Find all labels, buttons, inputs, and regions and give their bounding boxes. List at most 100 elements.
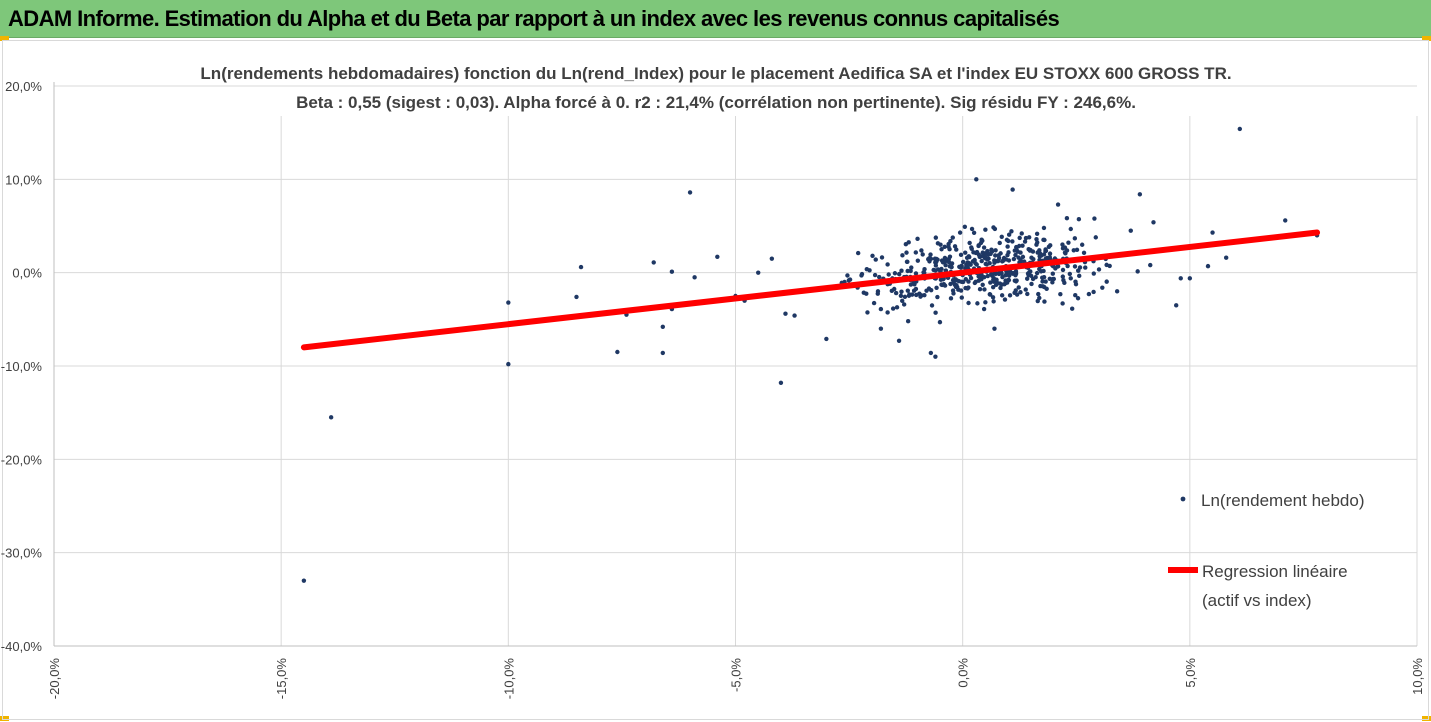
data-point	[905, 288, 911, 293]
data-point	[959, 279, 964, 284]
y-tick-label: 20,0%	[5, 79, 42, 94]
data-point	[1050, 271, 1056, 276]
data-point	[981, 274, 987, 280]
data-point	[911, 288, 917, 293]
data-point	[1096, 267, 1102, 272]
data-point	[1035, 298, 1040, 304]
data-point	[692, 275, 697, 280]
data-point	[1237, 126, 1243, 132]
x-tick-label: -10,0%	[501, 658, 516, 700]
data-point	[1017, 235, 1022, 241]
data-point	[974, 177, 979, 182]
data-point	[979, 258, 984, 264]
data-point	[989, 273, 995, 278]
data-point	[1025, 276, 1030, 281]
data-point	[1055, 264, 1060, 269]
data-point	[981, 306, 987, 312]
data-point	[1066, 240, 1071, 245]
data-point	[1041, 225, 1047, 231]
data-point	[1004, 237, 1010, 243]
data-point	[1050, 276, 1056, 282]
data-point	[896, 338, 902, 343]
x-tick-label: 0,0%	[956, 658, 971, 688]
data-point	[901, 302, 907, 307]
data-point	[991, 299, 996, 304]
x-tick-label: 5,0%	[1183, 658, 1198, 688]
data-point	[1135, 269, 1140, 274]
data-point	[1044, 286, 1049, 292]
data-point	[977, 254, 982, 259]
data-point	[982, 287, 987, 292]
data-point	[1025, 291, 1030, 297]
data-point	[301, 578, 307, 583]
data-point	[992, 326, 997, 331]
data-point	[1034, 231, 1040, 236]
data-point	[1043, 248, 1049, 254]
data-point	[1041, 274, 1047, 280]
data-point	[1060, 301, 1065, 306]
data-point	[949, 261, 955, 266]
data-point	[1068, 276, 1073, 281]
data-point	[1031, 256, 1036, 262]
data-point	[999, 234, 1004, 240]
report-title: ADAM Informe. Estimation du Alpha et du …	[8, 6, 1060, 31]
data-point	[1041, 268, 1046, 274]
data-point	[892, 286, 897, 292]
data-point	[913, 271, 919, 276]
data-point	[1035, 240, 1040, 245]
data-point	[899, 268, 904, 273]
data-point	[1011, 270, 1016, 276]
data-point	[997, 281, 1003, 286]
grid-lines	[54, 85, 1418, 646]
legend-label-line-2: (actif vs index)	[1202, 591, 1312, 610]
data-point	[878, 306, 884, 312]
data-point	[574, 294, 579, 300]
data-point	[1064, 248, 1070, 253]
data-point	[1039, 253, 1044, 258]
data-point	[977, 287, 983, 292]
data-point	[1047, 251, 1053, 256]
data-point	[968, 275, 974, 281]
data-point	[886, 272, 891, 277]
data-point	[967, 240, 972, 246]
data-point	[909, 265, 914, 270]
scatter-points	[301, 126, 1320, 583]
data-point	[1055, 202, 1061, 207]
data-point	[950, 288, 956, 293]
data-point	[1083, 265, 1088, 270]
data-point	[933, 354, 938, 359]
data-point	[958, 252, 964, 258]
data-point	[976, 243, 981, 249]
x-tick-label: 10,0%	[1410, 658, 1425, 695]
data-point	[966, 300, 971, 306]
x-tick-label: -15,0%	[274, 658, 289, 700]
data-point	[896, 271, 902, 277]
data-point	[1007, 270, 1012, 275]
regression-line-group	[300, 229, 1321, 351]
x-tick-label: -20,0%	[47, 658, 62, 700]
data-point	[928, 252, 933, 257]
data-point	[973, 261, 978, 266]
data-point	[1091, 271, 1096, 276]
data-point	[1000, 259, 1005, 264]
data-point	[578, 264, 584, 270]
data-point	[1067, 271, 1073, 277]
data-point	[1060, 267, 1066, 273]
data-point	[1009, 229, 1014, 234]
data-point	[1068, 226, 1073, 232]
data-point	[1114, 289, 1120, 294]
data-point	[669, 269, 675, 274]
data-point	[1091, 289, 1096, 295]
data-point	[1012, 290, 1017, 295]
data-point	[990, 284, 996, 290]
data-point	[1074, 247, 1080, 253]
data-point	[951, 280, 956, 285]
data-point	[1079, 242, 1085, 247]
y-tick-label: -10,0%	[1, 359, 43, 374]
data-point	[1086, 291, 1092, 297]
chart-frame	[2, 40, 1429, 720]
data-point	[1003, 257, 1009, 262]
data-point	[1006, 232, 1012, 237]
data-point	[999, 293, 1005, 298]
